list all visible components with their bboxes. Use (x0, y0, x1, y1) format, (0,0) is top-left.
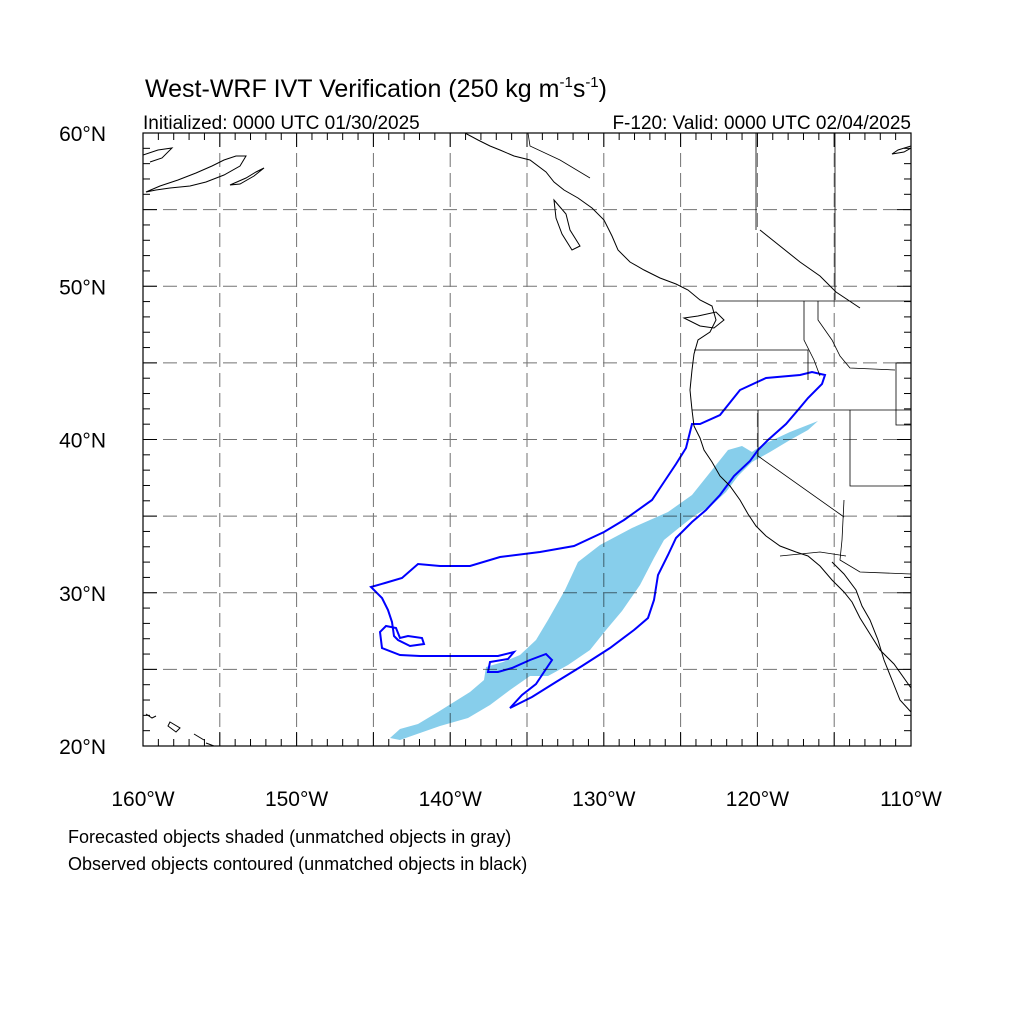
init-time-label: Initialized: 0000 UTC 01/30/2025 (143, 113, 420, 134)
x-tick-label: 130°W (572, 788, 635, 811)
axis-tick-marks (142, 132, 912, 747)
x-tick-label: 120°W (726, 788, 789, 811)
y-tick-labels: 20°N 30°N 40°N 50°N 60°N (59, 123, 106, 759)
x-tick-labels: 160°W 150°W 140°W 130°W 120°W 110°W (111, 788, 942, 811)
x-tick-label: 110°W (880, 788, 942, 811)
footnote-forecast: Forecasted objects shaded (unmatched obj… (68, 827, 511, 847)
map-title: West-WRF IVT Verification (250 kg m-1s-1… (145, 74, 607, 103)
footnote-observed: Observed objects contoured (unmatched ob… (68, 854, 527, 874)
x-tick-label: 150°W (265, 788, 328, 811)
y-tick-label: 40°N (59, 430, 106, 453)
x-tick-label: 160°W (111, 788, 174, 811)
x-tick-label: 140°W (419, 788, 482, 811)
y-tick-label: 20°N (59, 736, 106, 759)
political-boundaries (527, 133, 911, 575)
observed-ivt-contour (369, 370, 827, 709)
valid-time-label: F-120: Valid: 0000 UTC 02/04/2025 (612, 113, 911, 134)
y-tick-label: 30°N (59, 583, 106, 606)
coastlines (143, 133, 911, 746)
lat-lon-grid (143, 133, 911, 746)
y-tick-label: 60°N (59, 123, 106, 146)
y-tick-label: 50°N (59, 276, 106, 299)
